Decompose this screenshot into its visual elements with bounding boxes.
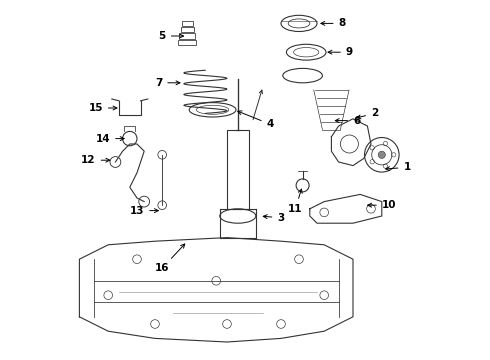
Text: 3: 3 [263,213,285,223]
Text: 8: 8 [321,18,346,28]
Text: 12: 12 [81,155,110,165]
Text: 1: 1 [386,162,411,172]
Text: 10: 10 [368,200,396,210]
Circle shape [378,151,386,158]
Text: 13: 13 [130,206,158,216]
Text: 7: 7 [155,78,180,88]
Text: 14: 14 [96,134,124,144]
Bar [179,33,196,39]
Text: 16: 16 [155,244,185,273]
Bar [180,27,194,32]
Text: 2: 2 [357,108,378,119]
Bar [227,130,248,209]
Text: 4: 4 [238,111,274,129]
Text: 5: 5 [159,31,184,41]
Text: 9: 9 [328,47,353,57]
Text: 11: 11 [288,189,303,214]
Text: 6: 6 [335,116,360,126]
Bar [182,21,193,26]
Bar [178,40,196,45]
Text: 15: 15 [88,103,117,113]
